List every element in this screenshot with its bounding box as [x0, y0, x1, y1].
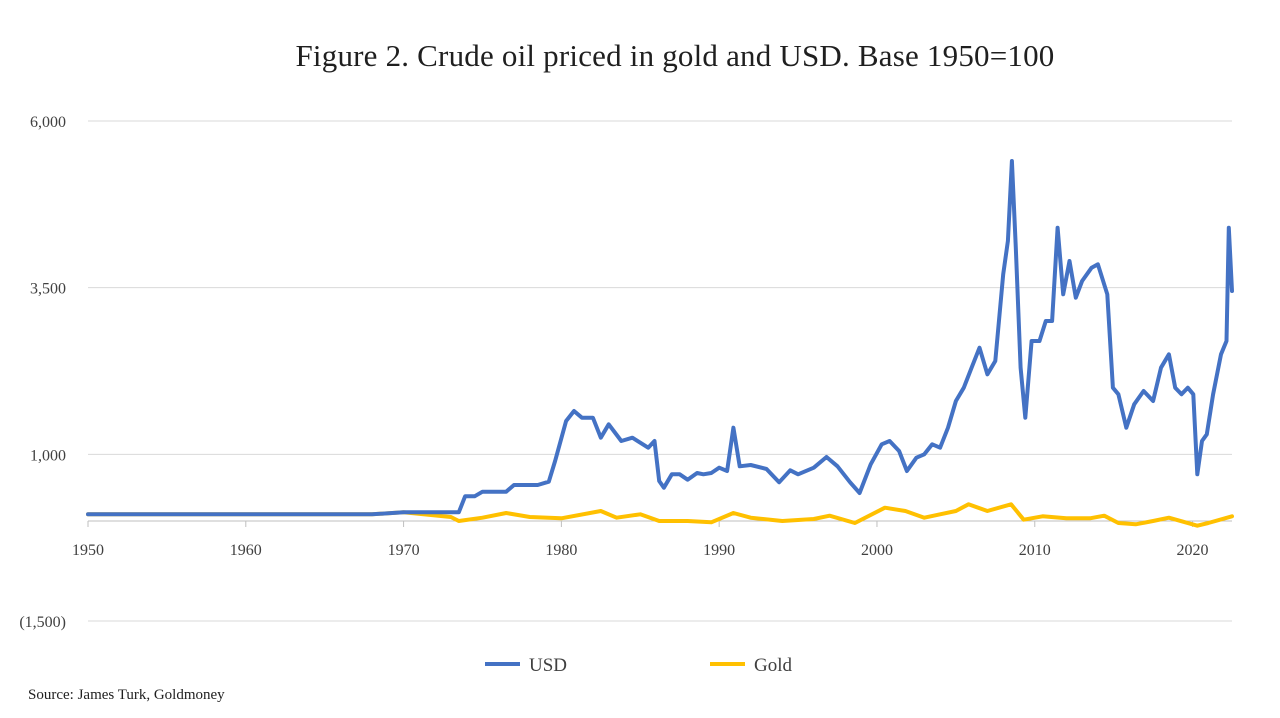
x-tick-label: 1960: [230, 542, 262, 559]
x-tick-label: 1970: [388, 542, 420, 559]
grid-lines: [88, 120, 1232, 622]
legend-label-gold: Gold: [754, 655, 793, 676]
y-tick-label: 6,000: [30, 114, 66, 131]
x-tick-label: 2020: [1177, 542, 1209, 559]
x-tick-label: 1950: [72, 542, 104, 559]
series-lines: [86, 159, 1234, 528]
source-note: Source: James Turk, Goldmoney: [28, 687, 225, 703]
y-axis: 6,000 3,500 1,000 (1,500): [19, 114, 66, 631]
chart-title: Figure 2. Crude oil priced in gold and U…: [295, 38, 1055, 73]
legend-label-usd: USD: [529, 655, 567, 676]
x-tick-label: 1990: [703, 542, 735, 559]
x-tick-label: 1980: [545, 542, 577, 559]
y-tick-label: 1,000: [30, 447, 66, 464]
x-tick-label: 2010: [1019, 542, 1051, 559]
x-tick-label: 2000: [861, 542, 893, 559]
y-tick-label: (1,500): [19, 614, 66, 631]
y-tick-label: 3,500: [30, 281, 66, 298]
x-axis: 1950 1960 1970 1980 1990 2000 2010 2020: [72, 520, 1232, 559]
series-line-gold: [86, 502, 1234, 528]
legend: USD Gold: [485, 655, 793, 676]
series-line-usd: [86, 159, 1234, 517]
